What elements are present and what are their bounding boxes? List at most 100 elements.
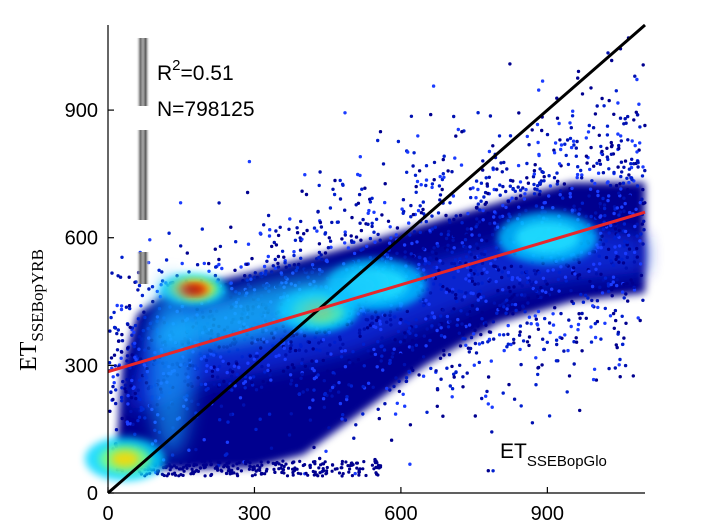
scatter-point xyxy=(465,312,469,316)
scatter-point xyxy=(287,227,291,231)
scatter-point xyxy=(594,378,599,382)
scatter-point xyxy=(380,310,385,314)
scatter-point xyxy=(195,367,200,371)
scatter-point xyxy=(540,128,544,133)
scatter-point xyxy=(451,287,455,292)
scatter-point xyxy=(424,230,429,235)
scatter-point xyxy=(527,143,531,147)
scatter-point xyxy=(547,414,552,418)
scatter-point xyxy=(396,139,401,144)
scatter-point xyxy=(216,375,220,379)
scatter-point xyxy=(592,164,596,168)
scatter-point xyxy=(470,304,475,308)
scatter-point xyxy=(200,459,204,463)
scatter-point xyxy=(473,255,477,260)
scatter-point xyxy=(139,408,143,412)
scatter-point xyxy=(139,357,143,361)
scatter-point xyxy=(610,294,614,298)
scatter-point xyxy=(452,372,456,376)
scatter-point xyxy=(198,466,203,470)
scatter-point xyxy=(587,194,591,198)
scatter-point xyxy=(129,384,133,388)
scatter-point xyxy=(263,272,268,276)
scatter-point xyxy=(147,346,151,350)
scatter-point xyxy=(505,298,509,302)
scatter-point xyxy=(283,261,287,265)
scatter-point xyxy=(435,387,440,391)
scatter-point xyxy=(579,292,583,297)
scatter-point xyxy=(425,327,429,331)
scatter-point xyxy=(507,285,511,290)
scatter-point xyxy=(512,397,517,401)
scatter-point xyxy=(412,151,416,155)
scatter-point xyxy=(608,183,613,188)
scatter-point xyxy=(432,265,436,270)
scatter-point xyxy=(190,467,194,471)
scatter-point xyxy=(123,383,128,387)
scatter-point xyxy=(395,401,399,405)
scatter-point xyxy=(630,157,634,161)
scatter-point xyxy=(526,296,531,300)
scatter-point xyxy=(130,333,134,337)
scatter-point xyxy=(506,342,510,346)
scatter-point xyxy=(571,266,576,270)
scatter-point xyxy=(107,361,112,365)
scatter-point xyxy=(428,256,432,260)
scatter-point xyxy=(559,143,564,147)
scatter-point xyxy=(590,298,594,303)
scatter-point xyxy=(425,410,429,414)
scatter-point xyxy=(334,261,338,266)
scatter-point xyxy=(480,396,484,401)
scatter-point xyxy=(602,203,607,207)
scatter-point xyxy=(410,241,414,246)
scatter-point xyxy=(317,250,322,255)
scatter-point xyxy=(243,274,247,278)
scatter-point xyxy=(412,230,417,234)
scatter-point xyxy=(398,353,403,357)
scatter-point xyxy=(568,136,573,141)
scatter-point xyxy=(288,217,292,221)
scatter-point xyxy=(317,242,322,246)
scatter-point xyxy=(424,219,428,224)
scatter-point xyxy=(622,222,627,226)
scatter-point xyxy=(599,231,603,236)
scatter-point xyxy=(305,228,309,233)
scatter-point xyxy=(121,379,125,384)
scatter-point xyxy=(343,111,347,115)
scatter-point xyxy=(478,289,483,293)
scatter-point xyxy=(302,232,306,236)
scatter-point xyxy=(361,467,365,471)
scatter-point xyxy=(484,323,488,327)
scatter-point xyxy=(167,462,171,467)
scatter-point xyxy=(609,259,613,263)
scatter-point xyxy=(623,251,628,256)
scatter-point xyxy=(627,180,631,185)
scatter-point xyxy=(430,182,435,186)
scatter-point xyxy=(620,205,624,209)
scatter-point xyxy=(624,229,628,234)
scatter-point xyxy=(253,473,257,477)
scatter-point xyxy=(136,396,140,401)
scatter-point xyxy=(417,169,422,173)
scatter-point xyxy=(132,344,136,349)
scatter-point xyxy=(275,460,279,465)
scatter-point xyxy=(366,211,370,215)
scatter-point xyxy=(424,317,428,321)
scatter-point xyxy=(248,354,252,358)
scatter-point xyxy=(632,288,637,292)
scatter-point xyxy=(603,213,607,218)
scatter-point xyxy=(479,199,483,203)
scatter-point xyxy=(292,366,296,370)
scatter-point xyxy=(460,130,464,134)
scatter-point xyxy=(340,462,344,466)
scatter-point xyxy=(536,372,540,377)
scatter-point xyxy=(394,360,399,365)
scatter-point xyxy=(354,203,358,207)
scatter-point xyxy=(339,355,344,359)
scatter-point xyxy=(531,175,536,179)
scatter-point xyxy=(267,234,272,238)
scatter-point xyxy=(337,471,342,475)
scatter-point xyxy=(485,270,489,274)
scatter-point xyxy=(474,225,478,229)
scatter-point xyxy=(560,336,564,340)
